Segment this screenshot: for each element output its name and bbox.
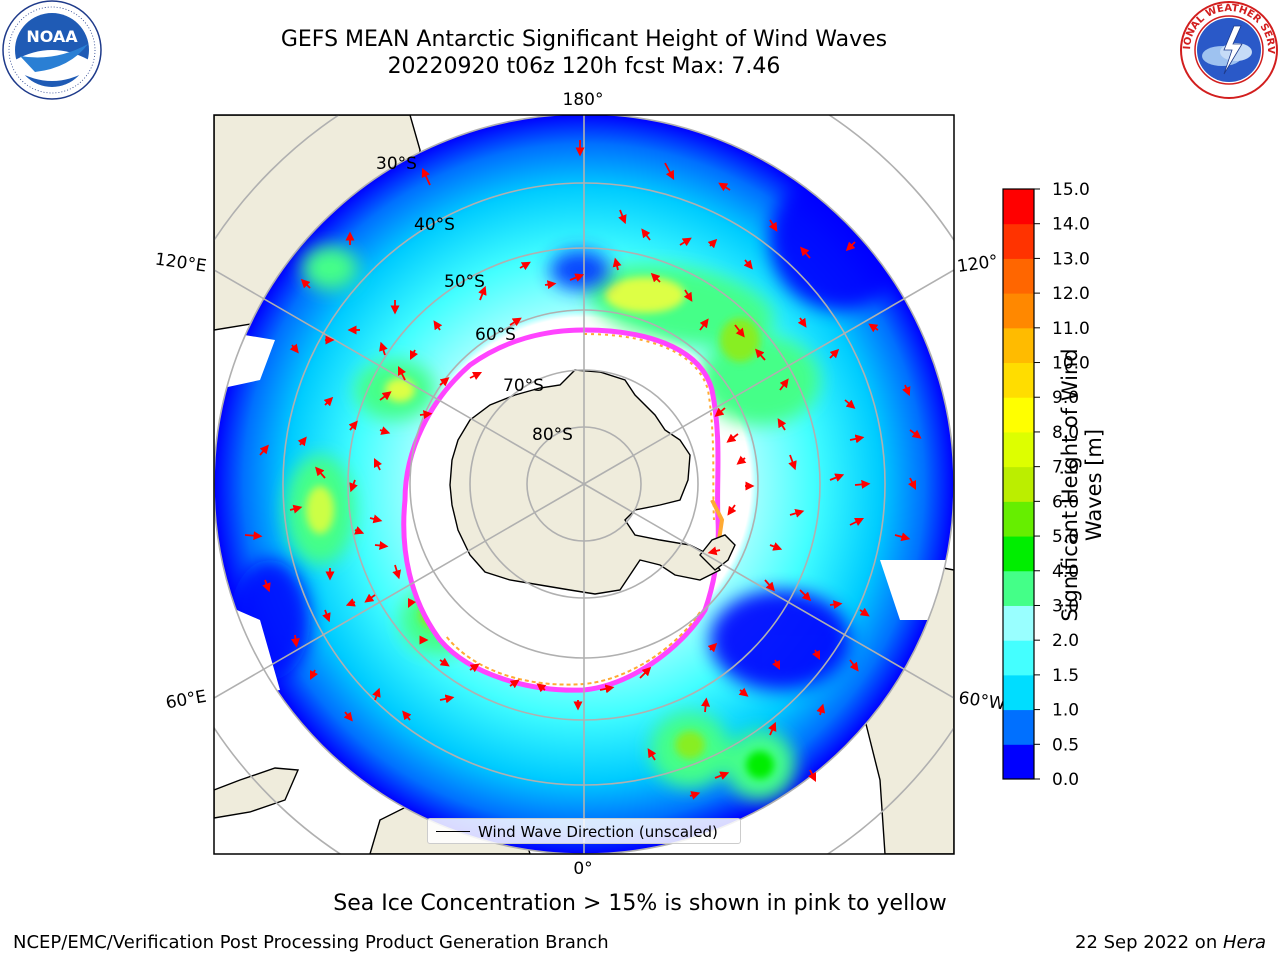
- colorbar-segment: [1003, 709, 1034, 745]
- lat-label-50s: 50°S: [444, 272, 485, 292]
- legend-label: Wind Wave Direction (unscaled): [478, 823, 718, 841]
- lon-label-60w: 60°W: [957, 688, 1006, 714]
- colorbar-segment: [1003, 536, 1034, 572]
- antarctic-peninsula: [699, 534, 736, 571]
- colorbar-tick-label: 2.0: [1052, 631, 1079, 651]
- lon-label-180: 180°: [563, 90, 604, 110]
- chart-subtitle: 20220920 t06z 120h fcst Max: 7.46: [387, 54, 781, 79]
- footer-machine: Hera: [1222, 932, 1266, 953]
- antarctica: [449, 369, 722, 595]
- colorbar-tick-label: 3.0: [1052, 596, 1079, 616]
- sea-ice-note: Sea Ice Concentration > 15% is shown in …: [333, 891, 947, 916]
- chart-title: GEFS MEAN Antarctic Significant Height o…: [280, 27, 888, 52]
- lat-label-60s: 60°S: [475, 325, 516, 345]
- noaa-logo-text: NOAA: [26, 27, 78, 46]
- colorbar-segment: [1003, 293, 1034, 329]
- colorbar-tick-label: 0.5: [1052, 735, 1079, 755]
- colorbar-segment: [1003, 397, 1034, 433]
- footer-date-text: 22 Sep 2022 on: [1075, 932, 1223, 953]
- lat-label-40s: 40°S: [414, 215, 455, 235]
- colorbar-tick-label: 6.0: [1052, 492, 1079, 512]
- colorbar-tick-label: 4.0: [1052, 562, 1079, 582]
- africa-tip: [214, 767, 300, 819]
- legend-line-sample: [436, 831, 470, 832]
- colorbar-segment: [1003, 189, 1034, 225]
- colorbar-tick-label: 8.0: [1052, 423, 1079, 443]
- lon-label-0: 0°: [573, 859, 592, 879]
- colorbar: [1002, 188, 1035, 780]
- colorbar-tick-label: 1.0: [1052, 701, 1079, 721]
- colorbar-ticks: 0.0 0.5 1.0 1.5 2.0 3.0 4.0 5.0 6.0 7.0 8.0 9.0 10.0…: [1034, 180, 1090, 790]
- footer-credit: NCEP/EMC/Verification Post Processing Pr…: [13, 932, 609, 953]
- footer-date: 22 Sep 2022 on Hera: [1075, 931, 1266, 955]
- colorbar-segment: [1003, 570, 1034, 606]
- colorbar-tick-label: 5.0: [1052, 527, 1079, 547]
- colorbar-segment: [1003, 501, 1034, 537]
- colorbar-tick-label: 10.0: [1052, 354, 1090, 374]
- lat-label-80s: 80°S: [532, 425, 573, 445]
- colorbar-segment: [1003, 223, 1034, 259]
- graticule: [214, 115, 954, 854]
- colorbar-tick-label: 0.0: [1052, 770, 1079, 790]
- colorbar-segment: [1003, 674, 1034, 711]
- colorbar-tick-label: 1.5: [1052, 666, 1079, 686]
- colorbar-segment: [1003, 640, 1034, 676]
- lon-label-60e: 60°E: [164, 687, 208, 714]
- lat-label-30s: 30°S: [376, 154, 417, 174]
- colorbar-segment: [1003, 327, 1034, 364]
- colorbar-tick-label: 9.0: [1052, 388, 1079, 408]
- wind-wave-arrows: [244, 140, 922, 800]
- lat-label-70s: 70°S: [503, 376, 544, 396]
- map-frame: [213, 114, 955, 855]
- colorbar-segment: [1003, 605, 1034, 641]
- colorbar-segment: [1003, 466, 1034, 502]
- colorbar-label: Significant Height of Wind Waves [m]: [1058, 348, 1106, 622]
- noaa-logo: NOAA: [2, 0, 102, 100]
- colorbar-segment: [1003, 431, 1034, 468]
- colorbar-segment: [1003, 362, 1034, 398]
- colorbar-frame: [1002, 188, 1035, 780]
- colorbar-segment: [1003, 258, 1034, 294]
- colorbar-tick-label: 14.0: [1052, 215, 1090, 235]
- nws-logo: NATIONAL WEATHER SERVICE: [1178, 0, 1278, 99]
- colorbar-tick-label: 7.0: [1052, 458, 1079, 478]
- lon-label-120e: 120°E: [154, 250, 208, 277]
- lon-label-120w: 120°: [956, 251, 999, 277]
- colorbar-tick-label: 11.0: [1052, 319, 1090, 339]
- colorbar-segment: [1003, 744, 1034, 780]
- colorbar-tick-label: 15.0: [1052, 180, 1090, 200]
- map-legend: Wind Wave Direction (unscaled): [427, 818, 741, 844]
- colorbar-tick-label: 13.0: [1052, 249, 1090, 269]
- colorbar-tick-label: 12.0: [1052, 284, 1090, 304]
